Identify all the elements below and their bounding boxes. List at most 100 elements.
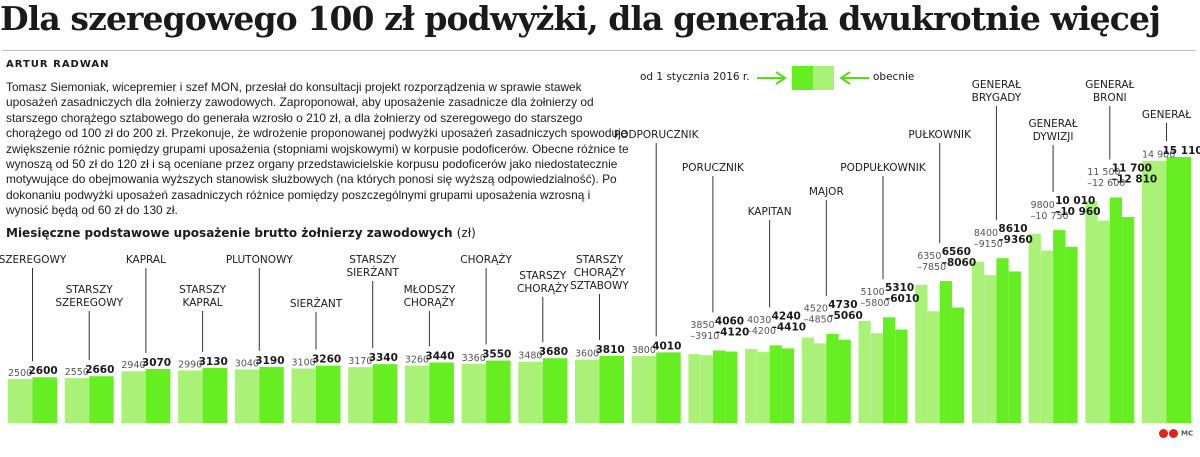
value-current-min: 4520 bbox=[804, 304, 828, 315]
bar-new-max bbox=[712, 350, 726, 423]
bar-current bbox=[404, 365, 430, 423]
bar-current-min bbox=[757, 352, 770, 423]
value-new: 3340 bbox=[369, 352, 398, 364]
category-label: CHORĄŻY bbox=[517, 282, 569, 295]
category-label: KAPRAL bbox=[183, 297, 223, 309]
bar-new-min bbox=[1065, 246, 1078, 423]
value-new: 3440 bbox=[425, 350, 454, 362]
category-label: GENERAŁ bbox=[1142, 109, 1191, 121]
value-current-max: –10 750 bbox=[1031, 211, 1069, 222]
bar-new bbox=[259, 366, 284, 423]
bar-new-min bbox=[1008, 271, 1021, 423]
category-label: STARSZY bbox=[179, 284, 227, 296]
bar-new bbox=[316, 365, 341, 423]
value-new-max: –4410 bbox=[772, 321, 806, 333]
bar-current-min bbox=[1097, 220, 1110, 423]
value-current-max: –5800 bbox=[861, 298, 890, 309]
value-current-min: 9800 bbox=[1031, 200, 1055, 211]
bar-current-max bbox=[858, 320, 871, 423]
value-current-min: 3850 bbox=[690, 320, 714, 331]
bar-current-max bbox=[745, 349, 758, 423]
logo-dot-icon bbox=[1169, 429, 1178, 438]
bar-new-min bbox=[895, 329, 908, 423]
category-label: BRONI bbox=[1093, 92, 1127, 104]
category-label: PLUTONOWY bbox=[226, 254, 294, 266]
lead-paragraph: Tomasz Siemoniak, wicepremier i szef MON… bbox=[6, 80, 629, 218]
category-label: STARSZY bbox=[519, 270, 567, 282]
bar-current bbox=[121, 371, 146, 423]
bar-new bbox=[486, 360, 511, 423]
category-label: CHORĄŻY bbox=[460, 253, 512, 266]
value-current: 3260 bbox=[405, 355, 429, 366]
category-label: STARSZY bbox=[66, 284, 114, 296]
bar-current-min bbox=[1040, 250, 1054, 423]
category-label: PORUCZNIK bbox=[682, 162, 745, 174]
value-new: 3260 bbox=[312, 354, 341, 366]
bar-current-min bbox=[814, 343, 827, 423]
bar-new-min bbox=[781, 348, 795, 423]
bar-new-max bbox=[939, 281, 952, 423]
bar-current-min bbox=[927, 311, 940, 423]
legend-current-swatch bbox=[813, 66, 834, 90]
value-current: 2500 bbox=[8, 368, 32, 379]
value-new-max: –8060 bbox=[942, 257, 976, 269]
category-label: SZEREGOWY bbox=[55, 297, 123, 309]
bar-new-min bbox=[725, 351, 738, 423]
category-label: KAPITAN bbox=[748, 206, 792, 218]
value-current: 3600 bbox=[575, 349, 599, 360]
bar-new-min bbox=[1122, 217, 1135, 423]
bar-new-max bbox=[883, 317, 896, 423]
value-current-max: –12 600 bbox=[1087, 178, 1125, 189]
value-new-min: 4060 bbox=[715, 315, 744, 327]
bar-current-min bbox=[700, 355, 713, 423]
bar-current bbox=[461, 363, 487, 423]
bar-new bbox=[599, 355, 624, 423]
bar-new-max bbox=[769, 345, 782, 423]
legend-arrow-left-icon bbox=[839, 71, 869, 85]
value-current-min: 8400 bbox=[974, 228, 998, 239]
value-new: 3550 bbox=[482, 349, 511, 361]
value-current: 3800 bbox=[632, 345, 656, 356]
value-current-max: –4850 bbox=[804, 315, 833, 326]
bars-layer bbox=[8, 157, 1191, 423]
bar-current bbox=[8, 378, 33, 423]
legend-arrow-right-icon bbox=[757, 71, 787, 85]
category-label: SZEREGOWY bbox=[0, 254, 67, 266]
value-new: 3680 bbox=[539, 346, 568, 358]
legend-new-swatch bbox=[792, 66, 813, 90]
category-label: GENERAŁ bbox=[1028, 118, 1077, 130]
bar-current-max bbox=[915, 284, 928, 423]
bar-new bbox=[32, 377, 57, 423]
value-new-min: 5310 bbox=[885, 282, 914, 294]
value-new: 2660 bbox=[85, 364, 114, 376]
publisher-logo: MC bbox=[1159, 429, 1193, 438]
bar-new bbox=[656, 352, 681, 423]
bar-current bbox=[178, 370, 203, 423]
category-label: PUŁKOWNIK bbox=[908, 129, 972, 141]
bar-new bbox=[542, 358, 568, 423]
category-label: CHORĄŻY bbox=[404, 296, 456, 309]
value-new-min: 8610 bbox=[998, 223, 1027, 235]
category-label: PODPORUCZNIK bbox=[614, 129, 700, 141]
bar-current bbox=[1142, 160, 1167, 423]
chart-title: Miesięczne podstawowe uposażenie brutto … bbox=[6, 226, 476, 240]
bar-new-max bbox=[996, 258, 1009, 423]
value-new: 3130 bbox=[199, 356, 228, 368]
legend-arrows bbox=[757, 71, 869, 85]
value-new-min: 4240 bbox=[772, 310, 801, 322]
value-new: 3190 bbox=[255, 355, 284, 367]
divider bbox=[2, 50, 1196, 51]
bar-current bbox=[575, 359, 600, 423]
bar-new bbox=[429, 362, 454, 423]
category-label: GENERAŁ bbox=[972, 79, 1021, 91]
bar-current-max bbox=[971, 261, 985, 423]
bar-current bbox=[234, 369, 260, 423]
category-label: SIERŻANT bbox=[290, 297, 343, 310]
category-label: GENERAŁ bbox=[1085, 79, 1134, 91]
bar-new bbox=[145, 368, 171, 423]
bar-new-max bbox=[1109, 197, 1123, 423]
category-label: SZTABOWY bbox=[570, 280, 629, 292]
category-label: CHORĄŻY bbox=[574, 266, 626, 279]
category-label: PODPUŁKOWNIK bbox=[840, 162, 927, 174]
